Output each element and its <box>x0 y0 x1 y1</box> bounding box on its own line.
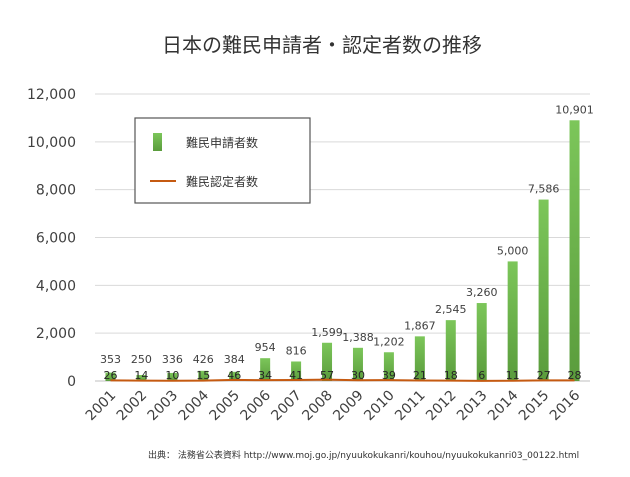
line-value-label: 14 <box>134 369 148 382</box>
y-tick-label: 8,000 <box>36 183 76 199</box>
bar-applicants <box>167 372 178 381</box>
bar-value-label: 7,586 <box>528 183 560 196</box>
y-tick-label: 0 <box>67 374 76 390</box>
bar-applicants <box>198 370 209 381</box>
bar-value-label: 10,901 <box>555 103 594 116</box>
x-tick-label: 2012 <box>423 388 460 425</box>
chart-title: 日本の難民申請者・認定者数の推移 <box>162 33 482 57</box>
bar-value-label: 1,599 <box>311 326 343 339</box>
x-axis-ticks: 2001200220032004200520062007200820092010… <box>83 387 584 424</box>
x-tick-label: 2001 <box>83 388 120 425</box>
bar-applicants <box>291 361 302 381</box>
x-tick-label: 2006 <box>237 387 274 424</box>
bar-value-label: 1,388 <box>342 331 374 344</box>
bar-applicants <box>445 320 456 381</box>
x-tick-label: 2014 <box>485 387 522 424</box>
bar-applicants <box>322 342 333 381</box>
bar-value-label: 1,202 <box>373 335 405 348</box>
line-value-label: 46 <box>227 369 241 382</box>
bar-applicants <box>538 199 549 381</box>
bar-label-layer: 353 250 336 426 384 954 816 1,599 1,388 1,202 1,86… <box>100 103 594 366</box>
bar-applicants <box>105 372 116 381</box>
bar-applicants <box>229 371 240 381</box>
bar-value-label: 384 <box>224 353 245 366</box>
legend: 難民申請者数 難民認定者数 <box>134 117 311 204</box>
line-recognized <box>110 378 575 382</box>
x-tick-label: 2015 <box>516 388 553 425</box>
source-note: 出典： 法務省公表資料 http://www.moj.go.jp/nyuukok… <box>148 449 579 461</box>
legend-label-recognized: 難民認定者数 <box>186 174 258 189</box>
bar-value-label: 1,867 <box>404 319 436 332</box>
x-tick-label: 2016 <box>547 387 584 424</box>
x-tick-label: 2011 <box>392 388 429 425</box>
bar-applicants <box>260 358 271 381</box>
line-value-label: 21 <box>413 369 427 382</box>
x-tick-label: 2008 <box>299 388 336 425</box>
line-value-label: 30 <box>351 369 365 382</box>
line-value-label: 34 <box>258 369 272 382</box>
line-value-label: 57 <box>320 369 334 382</box>
bar-applicants <box>476 303 487 381</box>
bar-value-label: 5,000 <box>497 244 529 257</box>
y-tick-label: 6,000 <box>36 231 76 247</box>
bar-applicants <box>352 347 363 381</box>
y-tick-label: 10,000 <box>27 135 76 151</box>
x-tick-label: 2009 <box>330 388 367 425</box>
bar-applicants <box>414 336 425 381</box>
legend-bar-swatch <box>153 133 162 151</box>
legend-box <box>134 117 311 204</box>
line-value-label: 15 <box>196 369 210 382</box>
y-tick-label: 2,000 <box>36 326 76 342</box>
y-axis-ticks: 0 2,000 4,000 6,000 8,000 10,000 12,000 <box>27 87 76 390</box>
bar-value-label: 336 <box>162 353 183 366</box>
bar-applicants <box>507 261 518 381</box>
line-value-label: 10 <box>165 369 179 382</box>
line-value-label: 39 <box>382 369 396 382</box>
x-tick-label: 2010 <box>361 388 398 425</box>
line-layer <box>110 378 575 382</box>
y-tick-label: 12,000 <box>27 87 76 103</box>
bar-applicants <box>136 375 147 381</box>
x-tick-label: 2002 <box>114 388 151 425</box>
line-value-label: 41 <box>289 369 303 382</box>
x-tick-label: 2005 <box>207 388 244 425</box>
line-value-label: 26 <box>103 369 117 382</box>
x-tick-label: 2007 <box>268 388 305 425</box>
bar-value-label: 353 <box>100 353 121 366</box>
legend-label-applicants: 難民申請者数 <box>186 135 258 150</box>
bar-value-label: 426 <box>193 353 214 366</box>
bar-value-label: 954 <box>255 341 276 354</box>
bar-layer <box>105 120 580 381</box>
bar-applicants <box>569 120 580 381</box>
bar-value-label: 816 <box>286 344 307 357</box>
x-tick-label: 2013 <box>454 388 491 425</box>
line-value-label: 27 <box>537 369 551 382</box>
line-value-label: 6 <box>478 369 485 382</box>
x-tick-label: 2003 <box>145 388 182 425</box>
bar-value-label: 2,545 <box>435 303 467 316</box>
bar-value-label: 3,260 <box>466 286 498 299</box>
line-value-label: 18 <box>444 369 458 382</box>
x-tick-label: 2004 <box>176 387 213 424</box>
line-label-layer: 26 14 10 15 46 34 41 57 30 39 21 18 6 11 27 28 <box>103 369 581 382</box>
bar-value-label: 250 <box>131 353 152 366</box>
line-value-label: 11 <box>506 369 520 382</box>
bar-applicants <box>383 352 394 381</box>
line-value-label: 28 <box>568 369 582 382</box>
y-tick-label: 4,000 <box>36 278 76 294</box>
